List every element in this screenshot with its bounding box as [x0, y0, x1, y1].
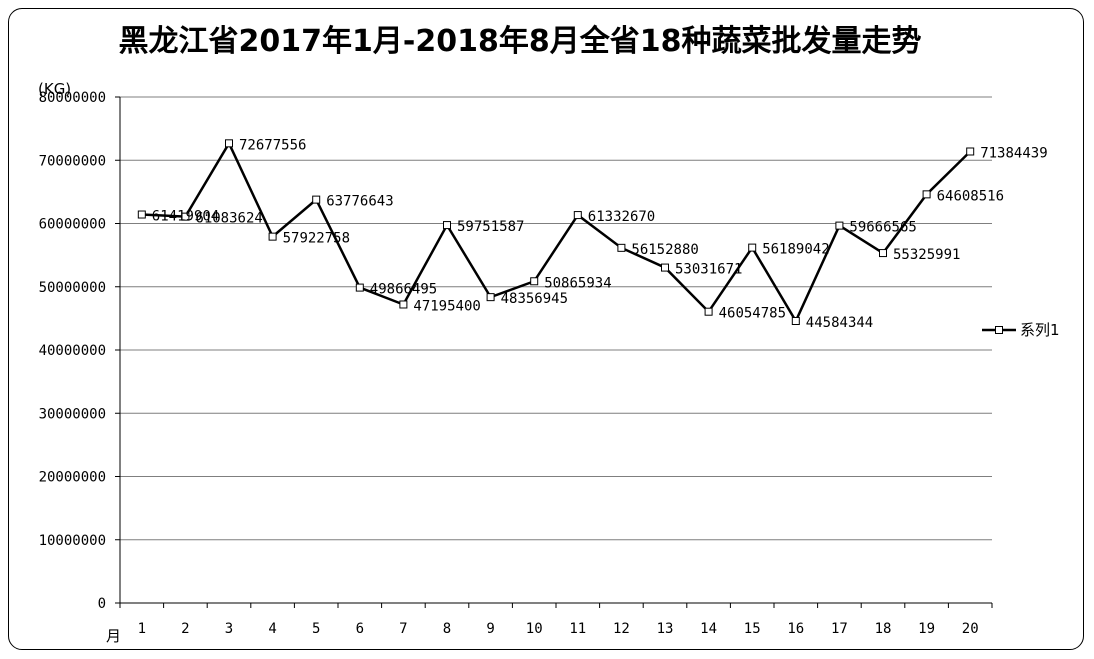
data-point-marker	[704, 307, 713, 316]
legend: 系列1	[982, 321, 1060, 339]
data-label: 48356945	[501, 291, 568, 307]
data-label: 50865934	[544, 275, 611, 291]
x-tick-label: 9	[486, 621, 494, 637]
data-point-marker	[879, 249, 887, 258]
data-label: 56152880	[631, 242, 698, 258]
legend-label: 系列1	[1020, 321, 1060, 339]
data-label: 56189042	[762, 242, 829, 258]
y-tick-label: 40000000	[39, 343, 106, 359]
data-point-marker	[443, 221, 451, 230]
x-tick-label: 15	[744, 621, 761, 637]
x-tick-label: 11	[569, 621, 586, 637]
x-tick-label: 20	[962, 621, 979, 637]
x-tick-labels: 1 2 3 4 5 6 7 8 9 10 11 12 13 14 15 16 17 18 19 20	[138, 621, 979, 637]
x-tick-label: 17	[831, 621, 848, 637]
y-tick-label: 10000000	[39, 533, 106, 549]
data-label: 46054785	[719, 306, 786, 322]
y-tick-label: 0	[98, 596, 106, 612]
y-axis-label: (KG)	[38, 80, 71, 98]
data-point-marker	[486, 293, 495, 302]
y-tick-labels: 0 10000000 20000000 30000000 40000000 5000000…	[39, 90, 106, 612]
data-point-marker	[661, 263, 669, 272]
x-tick-label: 18	[875, 621, 892, 637]
data-point-marker	[835, 221, 844, 230]
x-tick-label: 10	[526, 621, 543, 637]
x-tick-label: 16	[787, 621, 804, 637]
x-tick-label: 6	[356, 621, 364, 637]
data-label: 64608516	[937, 188, 1004, 204]
axes	[115, 96, 993, 608]
x-tick-label: 14	[700, 621, 717, 637]
data-label: 59666565	[849, 220, 916, 236]
data-label: 61083624	[195, 211, 262, 227]
y-tick-label: 70000000	[39, 153, 106, 169]
data-point-marker	[966, 147, 975, 156]
data-label: 61332670	[588, 209, 655, 225]
x-tick-label: 13	[657, 621, 674, 637]
data-label: 59751587	[457, 219, 524, 235]
y-tick-label: 80000000	[39, 90, 106, 106]
data-point-marker	[355, 283, 364, 292]
series-group	[137, 139, 975, 326]
data-point-marker	[748, 243, 757, 252]
legend-marker	[995, 326, 1003, 334]
y-tick-label: 50000000	[39, 280, 106, 296]
y-tick-label: 20000000	[39, 470, 106, 486]
data-label: 49866495	[370, 282, 437, 298]
chart-frame	[8, 8, 1084, 650]
series-line	[141, 140, 972, 324]
x-tick-label: 3	[225, 621, 233, 637]
data-point-marker	[181, 212, 190, 221]
x-tick-label: 4	[268, 621, 276, 637]
data-label: 47195400	[413, 298, 480, 314]
x-tick-label: 12	[613, 621, 630, 637]
x-tick-label: 1	[138, 621, 146, 637]
data-point-marker	[573, 211, 582, 220]
data-label: 53031671	[675, 262, 742, 278]
x-tick-label: 2	[181, 621, 189, 637]
data-label: 63776643	[326, 194, 393, 210]
chart-title: 黑龙江省2017年1月-2018年8月全省18种蔬菜批发量走势	[118, 24, 922, 59]
data-point-marker	[399, 300, 408, 309]
data-label: 61419904	[152, 209, 219, 225]
data-point-marker	[617, 243, 626, 252]
data-point-marker	[137, 210, 146, 219]
data-label: 44584344	[806, 315, 873, 331]
data-point-marker	[312, 195, 321, 204]
data-label: 72677556	[239, 137, 306, 153]
data-point-marker	[922, 190, 931, 199]
x-tick-label: 8	[443, 621, 451, 637]
x-tick-label: 7	[399, 621, 407, 637]
data-label: 55325991	[893, 247, 960, 263]
x-tick-label: 5	[312, 621, 320, 637]
data-point-marker	[791, 317, 800, 326]
x-axis-label: 月	[106, 627, 121, 645]
data-point-marker	[530, 277, 539, 286]
data-label: 57922758	[283, 231, 350, 247]
data-point-marker	[268, 232, 277, 241]
data-point-marker	[225, 139, 233, 148]
y-tick-label: 30000000	[39, 406, 106, 422]
data-label: 71384439	[980, 145, 1047, 161]
y-tick-label: 60000000	[39, 217, 106, 233]
x-tick-label: 19	[918, 621, 935, 637]
